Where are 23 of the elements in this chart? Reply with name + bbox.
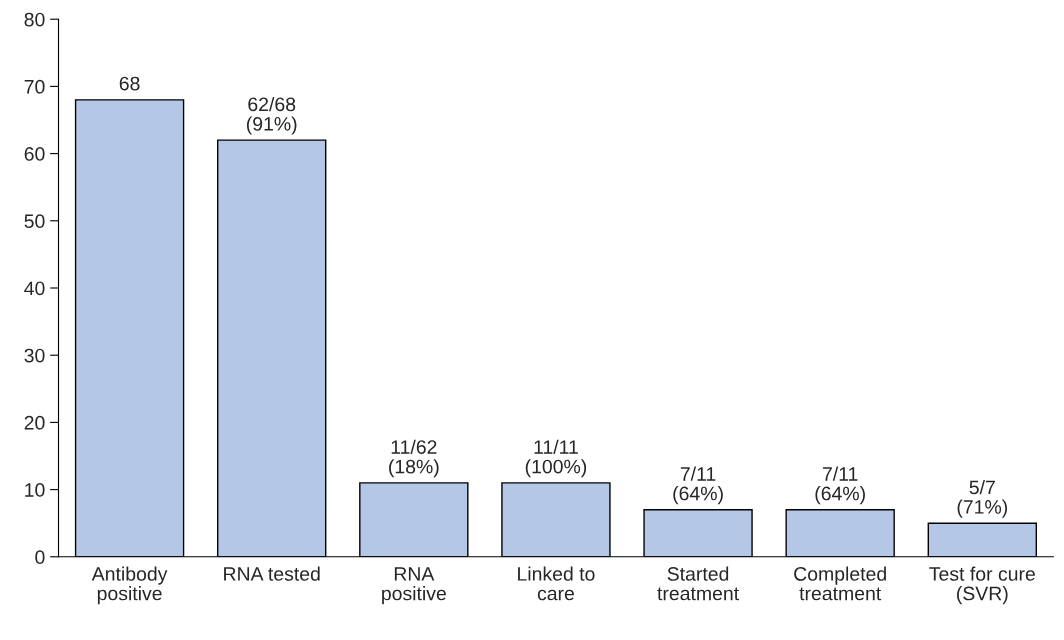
y-tick-label: 50 [24,214,45,229]
data-label: 5/7 (71%) [957,479,1008,518]
data-label: 62/68 (91%) [246,96,297,135]
y-tick-label: 60 [24,147,45,161]
x-tick-label: RNA positive [382,567,446,605]
y-tick-label: 20 [24,415,45,430]
data-label: 11/62 (18%) [389,439,439,478]
y-tick-label: 30 [24,348,45,363]
y-tick-label: 40 [24,281,45,296]
x-tick-label: Antibody positive [91,566,168,605]
x-tick-label: Test for cure (SVR) [929,566,1035,605]
data-label: 7/11 (64%) [673,466,723,505]
x-tick-label: Started treatment [657,566,739,601]
data-label: 11/11 (100%) [525,439,587,478]
y-tick-label: 0 [35,550,45,565]
y-tick-label: 80 [24,12,45,27]
data-label: 68 [119,76,140,91]
x-tick-label: Completed treatment [794,566,886,601]
x-tick-label: RNA tested [224,566,320,581]
y-tick-label: 10 [25,483,45,497]
y-tick-label: 70 [24,79,45,94]
data-label: 7/11 (64%) [815,466,865,505]
x-tick-label: Linked to care [518,566,595,601]
